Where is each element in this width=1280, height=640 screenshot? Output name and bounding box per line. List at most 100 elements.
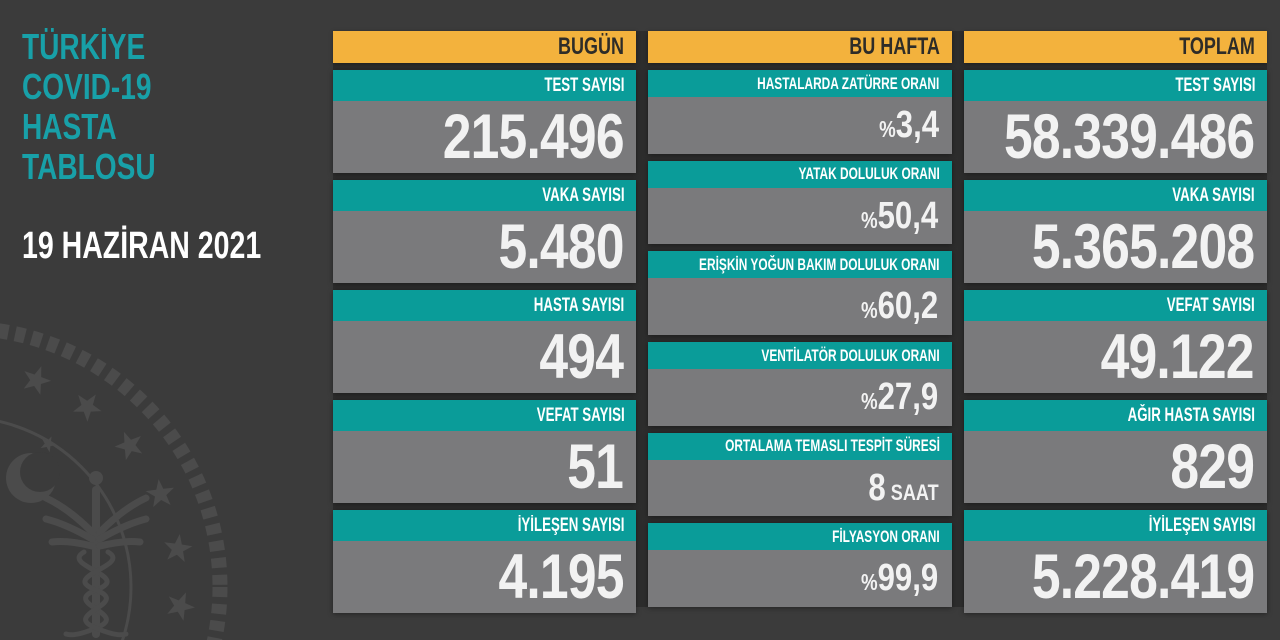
stat-card-value-area: %99,9 <box>648 550 952 608</box>
stat-card-value-area: %3,4 <box>648 97 952 154</box>
stat-card-value: %27,9 <box>861 375 939 418</box>
stat-card: HASTA SAYISI 494 <box>333 290 637 393</box>
stat-card-label-bar: VEFAT SAYISI <box>963 290 1267 321</box>
stat-card: TEST SAYISI 58.339.486 <box>963 70 1267 173</box>
stat-card: İYİLEŞEN SAYISI 5.228.419 <box>963 510 1267 613</box>
stat-card: VAKA SAYISI 5.480 <box>333 180 637 283</box>
stat-card-value: 5.365.208 <box>1031 212 1255 282</box>
stat-card: FİLYASYON ORANI %99,9 <box>648 523 952 608</box>
stat-card-label: VENTİLATÖR DOLULUK ORANI <box>761 345 940 365</box>
stat-card-value: %99,9 <box>861 557 939 600</box>
stat-card-label: AĞIR HASTA SAYISI <box>1127 404 1255 426</box>
stat-card-label: İYİLEŞEN SAYISI <box>1148 514 1255 536</box>
stat-card-label-bar: VAKA SAYISI <box>963 180 1267 211</box>
stat-card-value: 58.339.486 <box>1003 102 1255 172</box>
stat-card-label: VAKA SAYISI <box>1172 184 1255 206</box>
column-header: BUGÜN <box>333 31 637 63</box>
page-title-line: COVID-19 <box>22 66 152 107</box>
stat-card-value-area: 494 <box>333 321 637 393</box>
stat-card: TEST SAYISI 215.496 <box>333 70 637 173</box>
stat-card: VEFAT SAYISI 49.122 <box>963 290 1267 393</box>
stats-grid: BUGÜN TEST SAYISI 215.496 VAKA SAYISI 5.480… <box>333 31 1267 613</box>
stat-card-value: 215.496 <box>442 102 624 172</box>
stat-card-label-bar: FİLYASYON ORANI <box>648 523 952 551</box>
stat-card-label: HASTALARDA ZATÜRRE ORANI <box>757 73 940 93</box>
stat-card-label-bar: TEST SAYISI <box>333 70 637 101</box>
stat-card-value-area: 215.496 <box>333 101 637 173</box>
stat-card-label-bar: ERİŞKİN YOĞUN BAKIM DOLULUK ORANI <box>648 251 952 279</box>
stat-card: AĞIR HASTA SAYISI 829 <box>963 400 1267 503</box>
stat-card: VENTİLATÖR DOLULUK ORANI %27,9 <box>648 342 952 426</box>
stat-card-value-area: 51 <box>333 431 637 503</box>
page-title: TÜRKİYE COVID-19 HASTA TABLOSU <box>22 27 193 187</box>
stat-card-value-area: %60,2 <box>648 278 952 336</box>
stat-card-label: YATAK DOLULUK ORANI <box>798 164 940 184</box>
stat-card-value-area: 5.480 <box>333 211 637 283</box>
stat-card-value-area: 4.195 <box>333 541 637 613</box>
stat-card-label: TEST SAYISI <box>544 74 625 96</box>
stat-card-label-bar: İYİLEŞEN SAYISI <box>963 510 1267 541</box>
stat-card-label-bar: VEFAT SAYISI <box>333 400 637 431</box>
column-header-label: TOPLAM <box>1179 33 1255 60</box>
stat-card-value: 5.480 <box>498 212 624 282</box>
column-header: TOPLAM <box>963 31 1267 63</box>
stat-card-label-bar: ORTALAMA TEMASLI TESPİT SÜRESİ <box>648 432 952 460</box>
stat-card: YATAK DOLULUK ORANI %50,4 <box>648 160 952 245</box>
stat-card-value: 829 <box>1170 432 1255 502</box>
column-header-label: BUGÜN <box>558 33 625 60</box>
stat-card-value-area: %27,9 <box>648 369 952 426</box>
star-ring <box>18 361 197 622</box>
stat-card-label: VEFAT SAYISI <box>536 404 625 426</box>
stat-card-label-bar: VAKA SAYISI <box>333 180 637 211</box>
page-title-line: HASTA <box>22 106 117 147</box>
stat-card-label-bar: VENTİLATÖR DOLULUK ORANI <box>648 342 952 370</box>
stat-card-label: İYİLEŞEN SAYISI <box>517 514 625 536</box>
stat-card-label: ERİŞKİN YOĞUN BAKIM DOLULUK ORANI <box>699 254 940 274</box>
stat-card-value-area: 829 <box>963 431 1267 503</box>
stat-card-value-area: 8 SAAT <box>648 459 952 517</box>
column-total: TOPLAM TEST SAYISI 58.339.486 VAKA SAYISI 5… <box>963 31 1267 613</box>
stat-card-value: 494 <box>539 322 625 392</box>
column-today: BUGÜN TEST SAYISI 215.496 VAKA SAYISI 5.480… <box>333 31 637 613</box>
stat-card-value: %3,4 <box>878 103 939 146</box>
crescent-star-icon <box>6 433 60 503</box>
stat-card-label: HASTA SAYISI <box>533 294 625 316</box>
card-list: HASTALARDA ZATÜRRE ORANI %3,4 YATAK DOLULU… <box>648 70 952 608</box>
stat-card-label: VAKA SAYISI <box>542 184 625 206</box>
stat-card-label-bar: HASTA SAYISI <box>333 290 637 321</box>
stat-card-value-area: 5.365.208 <box>963 211 1267 283</box>
stat-card-label: TEST SAYISI <box>1174 74 1255 96</box>
inner-ring <box>0 420 133 640</box>
stat-card-value: 49.122 <box>1100 322 1255 392</box>
stat-card: İYİLEŞEN SAYISI 4.195 <box>333 510 637 613</box>
stat-card-value: 51 <box>567 432 625 502</box>
card-list: TEST SAYISI 215.496 VAKA SAYISI 5.480 HASTA … <box>333 70 637 613</box>
stat-card-label-bar: YATAK DOLULUK ORANI <box>648 160 952 188</box>
rope-ring <box>0 323 228 640</box>
column-header: BU HAFTA <box>648 31 952 63</box>
stat-card-value-area: 58.339.486 <box>963 101 1267 173</box>
card-list: TEST SAYISI 58.339.486 VAKA SAYISI 5.365.20… <box>963 70 1267 613</box>
stat-card: VEFAT SAYISI 51 <box>333 400 637 503</box>
stat-card: HASTALARDA ZATÜRRE ORANI %3,4 <box>648 70 952 154</box>
column-this-week: BU HAFTA HASTALARDA ZATÜRRE ORANI %3,4 YAT… <box>648 31 952 608</box>
column-header-label: BU HAFTA <box>849 33 940 60</box>
stat-card-label: VEFAT SAYISI <box>1167 294 1255 316</box>
stat-card-value: 4.195 <box>498 542 624 612</box>
stat-card: ORTALAMA TEMASLI TESPİT SÜRESİ 8 SAAT <box>648 432 952 517</box>
stat-card: ERİŞKİN YOĞUN BAKIM DOLULUK ORANI %60,2 <box>648 251 952 336</box>
report-date: 19 HAZİRAN 2021 <box>22 225 262 267</box>
stat-card-value: %50,4 <box>861 194 939 237</box>
caduceus-icon <box>42 471 150 638</box>
stat-card-value: 5.228.419 <box>1031 542 1255 612</box>
page-title-line: TÜRKİYE <box>22 26 146 67</box>
page-title-line: TABLOSU <box>22 146 156 187</box>
stat-card-value: %60,2 <box>861 285 939 328</box>
stat-card-value: 8 SAAT <box>868 466 939 509</box>
stat-card-label-bar: İYİLEŞEN SAYISI <box>333 510 637 541</box>
stat-card-label: ORTALAMA TEMASLI TESPİT SÜRESİ <box>724 436 940 456</box>
stat-card-value-area: %50,4 <box>648 187 952 245</box>
stat-card-label: FİLYASYON ORANI <box>832 526 940 546</box>
stat-card: VAKA SAYISI 5.365.208 <box>963 180 1267 283</box>
